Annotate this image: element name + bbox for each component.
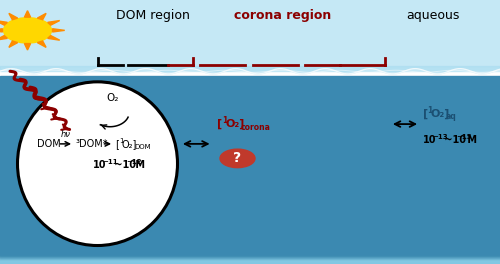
Text: O₂]: O₂] [430,109,450,119]
Bar [0,192,500,257]
Bar [0,139,500,256]
Text: −15: −15 [456,134,472,140]
Bar [0,235,500,258]
Polygon shape [48,21,60,25]
Bar [0,240,500,258]
Text: −11: −11 [102,159,118,165]
Polygon shape [24,44,30,50]
Bar [0,76,500,254]
Polygon shape [0,36,8,40]
Bar [0,144,500,256]
Text: −13: −13 [432,134,448,140]
Bar [0,91,500,255]
Text: ~10: ~10 [441,135,466,145]
Text: DOM: DOM [38,139,61,149]
Bar [0,216,500,258]
Text: hν: hν [60,130,70,139]
Text: −12: −12 [126,159,142,165]
Text: M: M [464,135,477,145]
Text: M: M [132,160,145,170]
Circle shape [220,149,255,168]
Circle shape [4,18,51,43]
Bar [0,153,500,256]
Polygon shape [38,41,46,47]
Text: 1: 1 [119,138,124,144]
Bar [0,259,500,264]
Polygon shape [9,41,18,47]
Text: 1: 1 [428,106,433,115]
Bar [0,230,500,258]
Text: DOM region: DOM region [116,9,190,22]
Polygon shape [38,13,46,20]
Bar [0,110,500,255]
Bar [0,81,500,254]
Text: aq: aq [446,112,456,121]
Text: O₂]: O₂] [226,119,245,129]
Text: 10: 10 [92,160,106,170]
Text: O₂]: O₂] [122,139,138,149]
Bar [0,249,500,259]
Bar [0,86,500,255]
Text: corona region: corona region [234,9,331,22]
Bar [0,163,500,257]
Text: [: [ [115,139,119,149]
Polygon shape [48,36,60,40]
Text: corona: corona [240,123,270,132]
Bar [0,172,500,257]
Bar [0,134,500,256]
Bar [0,158,500,257]
Bar [0,211,500,258]
Text: [: [ [422,109,428,119]
Polygon shape [0,29,2,32]
Bar [0,206,500,258]
Polygon shape [52,29,64,32]
Bar [0,115,500,256]
Text: O₂: O₂ [106,93,118,103]
Text: 1: 1 [222,116,228,125]
Bar [0,201,500,258]
Bar [0,254,500,259]
Bar [0,182,500,257]
Bar [0,148,500,256]
Bar [0,100,500,255]
Bar [0,168,500,257]
Text: [: [ [218,119,222,129]
Polygon shape [9,13,18,20]
Bar [0,95,500,255]
Bar [0,119,500,256]
Ellipse shape [18,82,177,246]
Bar [0,105,500,255]
Bar [0,124,500,256]
Bar [0,221,500,258]
Polygon shape [0,21,8,25]
Bar [0,225,500,258]
Polygon shape [24,11,30,17]
Bar [0,0,500,71]
Text: ~10: ~10 [111,160,136,170]
Bar [0,177,500,257]
Text: ?: ? [234,151,241,166]
Bar [0,245,500,259]
Bar [0,187,500,257]
Bar [0,196,500,257]
Text: ³DOM*: ³DOM* [75,139,108,149]
Text: 10: 10 [422,135,436,145]
Text: DOM: DOM [134,144,150,149]
Bar [0,129,500,256]
Text: aqueous: aqueous [406,9,459,22]
